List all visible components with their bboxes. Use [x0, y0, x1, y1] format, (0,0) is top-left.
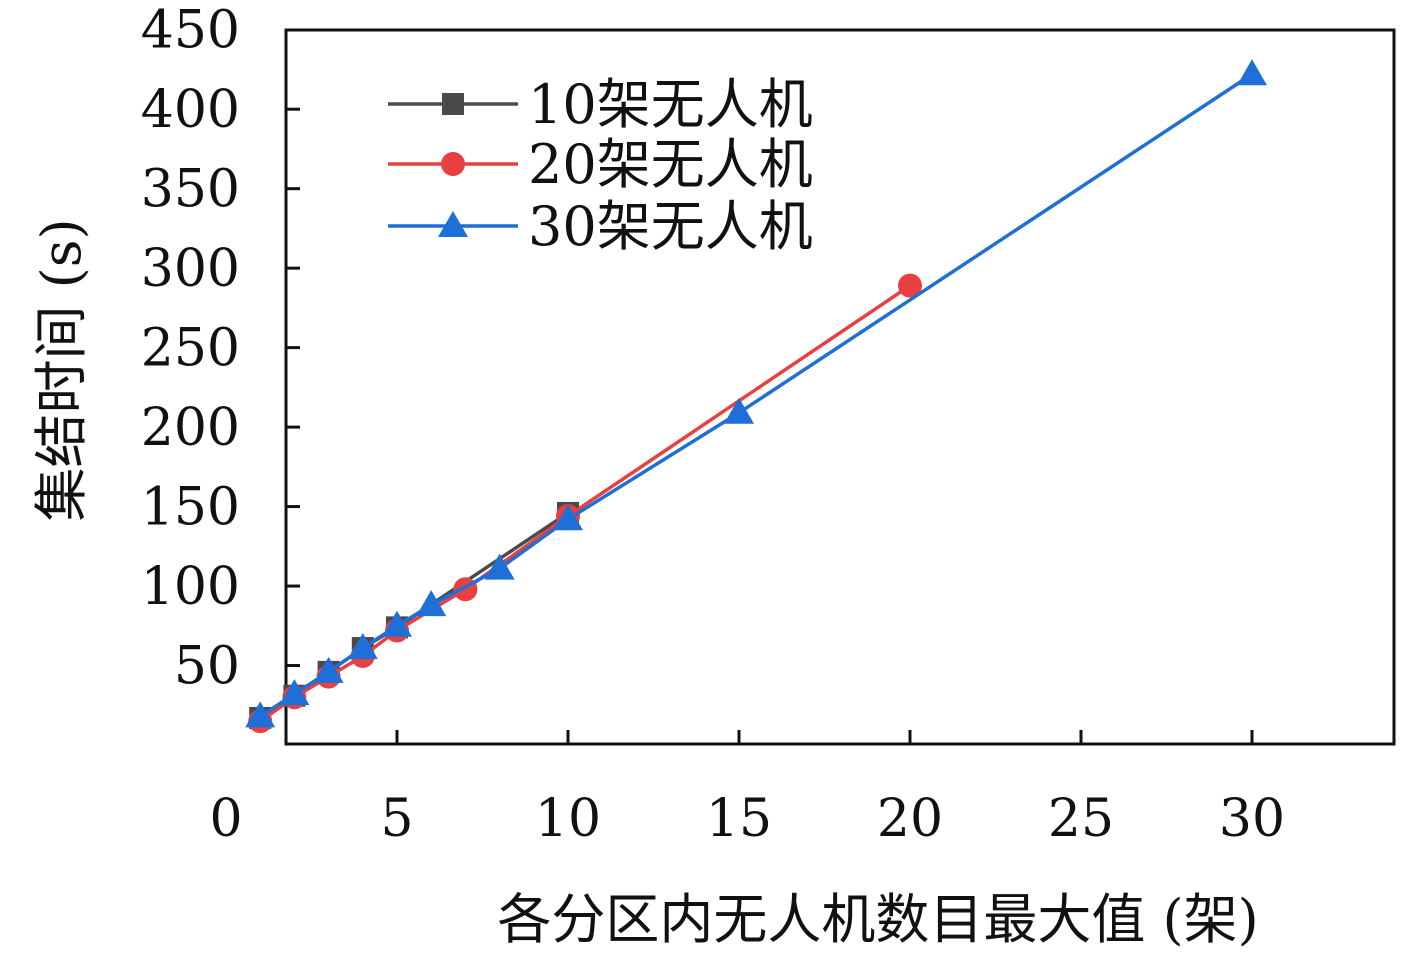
y-tick-label: 300 — [141, 239, 240, 299]
y-axis-title: 集结时间 (s) — [30, 218, 93, 521]
x-tick-label: 0 — [209, 789, 242, 849]
y-tick-label: 350 — [141, 160, 240, 220]
legend-label: 30架无人机 — [528, 195, 813, 258]
legend-label: 10架无人机 — [528, 73, 813, 136]
x-tick-label: 5 — [380, 789, 413, 849]
x-axis-title: 各分区内无人机数目最大值 (架) — [497, 888, 1258, 951]
data-point — [382, 610, 412, 637]
y-tick-label: 250 — [141, 319, 240, 379]
x-tick-label: 15 — [706, 789, 772, 849]
data-point — [898, 273, 922, 298]
data-point — [484, 553, 515, 580]
y-tick-label: 150 — [141, 478, 240, 538]
x-tick-label: 10 — [535, 789, 601, 849]
legend-item-3: 30架无人机 — [388, 195, 813, 258]
legend-label: 20架无人机 — [528, 133, 813, 196]
tick-layer: 0 5 10 15 20 25 30 50 100 150 200 250 300 350 400 450 — [141, 1, 1285, 849]
y-tick-label: 200 — [141, 398, 240, 458]
x-tick-label: 30 — [1219, 789, 1285, 849]
legend-item-1: 10架无人机 — [388, 73, 813, 136]
series-2 — [248, 273, 922, 734]
x-tick-label: 25 — [1048, 789, 1114, 849]
data-point — [313, 656, 344, 683]
data-point — [724, 397, 754, 424]
y-tick-label: 50 — [174, 637, 240, 697]
y-tick-label: 100 — [141, 557, 240, 617]
legend-marker — [441, 152, 465, 176]
series-3 — [245, 59, 1267, 728]
series-layer — [245, 59, 1267, 734]
data-point — [553, 504, 583, 531]
x-tick-label: 20 — [877, 789, 943, 849]
y-tick-label: 450 — [141, 1, 240, 61]
legend-item-2: 20架无人机 — [388, 133, 813, 196]
y-tick-label: 400 — [141, 80, 240, 140]
series-line — [259, 72, 1253, 718]
data-point — [279, 679, 310, 706]
data-point — [1237, 59, 1267, 86]
data-point — [416, 590, 447, 617]
legend-marker — [438, 211, 468, 237]
legend-marker — [442, 93, 464, 115]
plot-frame — [284, 28, 1396, 746]
data-point — [245, 701, 276, 728]
data-point — [347, 633, 378, 660]
